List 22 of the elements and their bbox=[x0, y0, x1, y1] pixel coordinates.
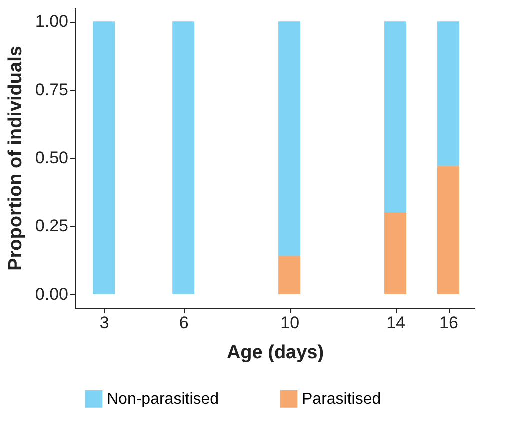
y-tick-label: 1.00 bbox=[35, 12, 68, 32]
x-axis-title: Age (days) bbox=[226, 342, 324, 364]
x-tick-label: 14 bbox=[386, 314, 406, 332]
legend-label: Non-parasitised bbox=[107, 391, 220, 408]
legend-label: Parasitised bbox=[302, 391, 382, 408]
y-tick-label: 0.75 bbox=[35, 80, 68, 100]
bar bbox=[384, 212, 407, 294]
bar bbox=[438, 22, 460, 166]
x-tick-label: 3 bbox=[100, 314, 110, 332]
y-tick-label: 0.00 bbox=[35, 284, 68, 304]
bar bbox=[278, 256, 301, 294]
bar bbox=[93, 22, 116, 294]
bar bbox=[278, 22, 301, 256]
x-tick-label: 10 bbox=[280, 314, 300, 332]
y-tick-label: 0.50 bbox=[35, 148, 68, 168]
y-axis-title: Proportion of individuals bbox=[5, 46, 26, 271]
bar bbox=[384, 22, 407, 213]
bar bbox=[438, 166, 460, 294]
x-tick-label: 16 bbox=[440, 314, 458, 332]
bar bbox=[172, 22, 195, 294]
x-tick-label: 6 bbox=[179, 314, 189, 332]
y-tick-label: 0.25 bbox=[35, 216, 68, 236]
